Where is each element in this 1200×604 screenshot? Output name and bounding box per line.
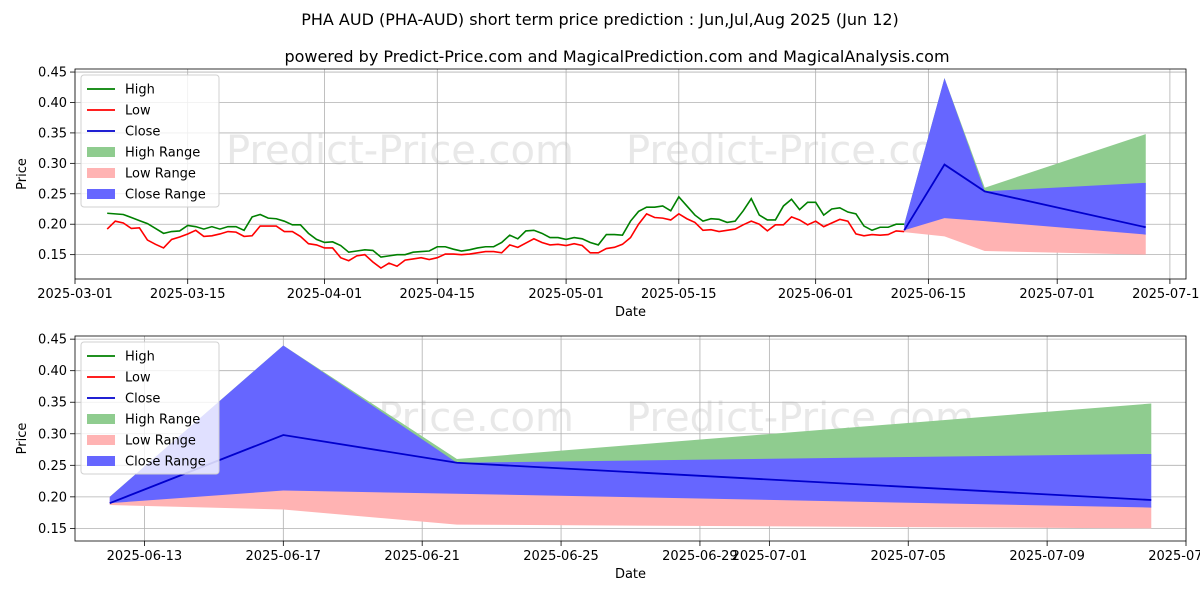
- legend-label: Close Range: [125, 188, 206, 203]
- low-series-line: [106, 212, 905, 270]
- y-tick-label: 0.20: [38, 490, 67, 505]
- x-tick-label: 2025-06-29: [662, 549, 738, 564]
- x-tick-label: 2025-04-15: [400, 287, 476, 302]
- plot-area: [109, 345, 1152, 529]
- x-tick-label: 2025-07-13: [1148, 549, 1200, 564]
- y-axis-label: Price: [15, 423, 30, 455]
- legend-label: Low Range: [125, 434, 196, 449]
- y-tick-label: 0.15: [38, 248, 67, 263]
- y-tick-label: 0.35: [38, 396, 67, 411]
- y-tick-label: 0.30: [38, 427, 67, 442]
- legend: High Low Close High Range Low Range Close Ran…: [80, 341, 220, 475]
- x-tick-label: 2025-06-17: [246, 549, 322, 564]
- x-tick-label: 2025-05-01: [528, 287, 604, 302]
- y-axis-label: Price: [15, 158, 30, 190]
- plot-frame: [74, 68, 1187, 280]
- x-axis-label: Date: [615, 567, 646, 582]
- x-tick-label: 2025-06-15: [891, 287, 967, 302]
- legend-label: Low Range: [125, 167, 196, 182]
- x-tick-label: 2025-04-01: [287, 287, 363, 302]
- chart-subtitle: powered by Predict-Price.com and Magical…: [284, 47, 949, 66]
- x-tick-label: 2025-06-21: [384, 549, 460, 564]
- legend-label: Low: [125, 371, 151, 386]
- legend-label: Close: [125, 125, 160, 140]
- legend-label: Close: [125, 392, 160, 407]
- plot-area: [106, 78, 1146, 270]
- y-tick-label: 0.25: [38, 187, 67, 202]
- y-tick-label: 0.45: [38, 333, 67, 348]
- legend-label: Close Range: [125, 455, 206, 470]
- low-range-band: [904, 216, 1146, 255]
- x-tick-label: 2025-03-01: [37, 287, 113, 302]
- legend-swatch-patch: [87, 414, 115, 424]
- plot-frame: [74, 335, 1187, 542]
- legend-box: [80, 74, 220, 208]
- y-tick-label: 0.35: [38, 126, 67, 141]
- close-range-band: [109, 345, 1152, 508]
- x-tick-label: 2025-07-01: [732, 549, 808, 564]
- x-tick-label: 2025-06-01: [778, 287, 854, 302]
- y-tick-label: 0.45: [38, 66, 67, 81]
- low-range-band: [109, 488, 1152, 529]
- x-tick-label: 2025-07-01: [1019, 287, 1095, 302]
- high-series-line: [107, 195, 905, 258]
- legend-swatch-patch: [87, 147, 115, 157]
- y-tick-label: 0.25: [38, 459, 67, 474]
- y-tick-label: 0.20: [38, 218, 67, 233]
- legend-box: [80, 341, 220, 475]
- watermark: Predict-Price.com: [626, 128, 974, 174]
- chart-title: PHA AUD (PHA-AUD) short term price predi…: [301, 10, 899, 29]
- close-series-line: [903, 163, 1146, 231]
- legend-swatch-patch: [87, 456, 115, 466]
- zoom-chart: Predict-Price.com Predict-Price.com0.150.…: [15, 333, 1200, 582]
- legend-swatch-patch: [87, 168, 115, 178]
- main-chart: Predict-Price.com Predict-Price.com 0.15 0.…: [15, 66, 1200, 320]
- legend-label: High Range: [125, 146, 200, 161]
- legend-swatch-patch: [87, 189, 115, 199]
- x-tick-label: 2025-06-13: [107, 549, 183, 564]
- y-tick-label: 0.15: [38, 522, 67, 537]
- y-tick-label: 0.40: [38, 364, 67, 379]
- legend-label: Low: [125, 104, 151, 119]
- y-tick-label: 0.40: [38, 96, 67, 111]
- x-tick-label: 2025-06-25: [523, 549, 599, 564]
- legend: High Low Close High Range Low Range Close Ran…: [80, 74, 220, 208]
- legend-label: High: [125, 83, 155, 98]
- x-tick-label: 2025-07-15: [1132, 287, 1200, 302]
- x-tick-label: 2025-03-15: [150, 287, 226, 302]
- legend-label: High: [125, 350, 155, 365]
- legend-swatch-patch: [87, 435, 115, 445]
- x-tick-label: 2025-07-05: [870, 549, 946, 564]
- x-axis-label: Date: [615, 305, 646, 320]
- close-range-band: [904, 78, 1146, 235]
- x-tick-label: 2025-05-15: [641, 287, 717, 302]
- x-tick-label: 2025-07-09: [1009, 549, 1085, 564]
- y-tick-label: 0.30: [38, 157, 67, 172]
- legend-label: High Range: [125, 413, 200, 428]
- watermark: Predict-Price.com: [226, 128, 574, 174]
